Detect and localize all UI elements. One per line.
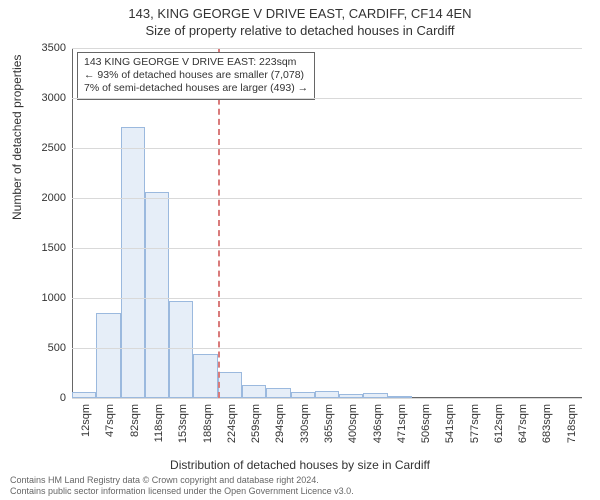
y-axis-label: Number of detached properties [10, 55, 24, 220]
bar-slot: 647sqm [509, 48, 533, 398]
x-tick-label: 577sqm [469, 398, 481, 443]
x-tick-label: 718sqm [566, 398, 578, 443]
chart-title-line1: 143, KING GEORGE V DRIVE EAST, CARDIFF, … [0, 6, 600, 21]
y-tick-label: 3000 [42, 92, 66, 104]
x-tick-label: 47sqm [104, 398, 116, 437]
bar [96, 313, 120, 398]
y-tick-label: 2000 [42, 192, 66, 204]
gridline [72, 398, 582, 399]
gridline [72, 348, 582, 349]
annotation-text-2: ← 93% of detached houses are smaller (7,… [84, 69, 308, 82]
x-axis-label: Distribution of detached houses by size … [0, 458, 600, 472]
bar-slot: 118sqm [145, 48, 169, 398]
bar [145, 192, 169, 398]
bar [193, 354, 217, 398]
bar-slot: 436sqm [363, 48, 387, 398]
y-tick-label: 0 [60, 392, 66, 404]
annotation-box: 143 KING GEORGE V DRIVE EAST: 223sqm ← 9… [77, 52, 315, 100]
annotation-line [218, 48, 220, 398]
y-tick-label: 2500 [42, 142, 66, 154]
gridline [72, 248, 582, 249]
bar [218, 372, 242, 398]
bar [121, 127, 145, 398]
bar-slot: 259sqm [242, 48, 266, 398]
x-tick-label: 330sqm [299, 398, 311, 443]
x-tick-label: 436sqm [372, 398, 384, 443]
chart-container: 143, KING GEORGE V DRIVE EAST, CARDIFF, … [0, 0, 600, 500]
bar [266, 388, 290, 398]
chart-title-line2: Size of property relative to detached ho… [0, 23, 600, 38]
y-tick-label: 3500 [42, 42, 66, 54]
gridline [72, 198, 582, 199]
footer: Contains HM Land Registry data © Crown c… [10, 475, 354, 496]
footer-line-2: Contains public sector information licen… [10, 486, 354, 496]
y-tick-label: 1500 [42, 242, 66, 254]
bar-slot: 612sqm [485, 48, 509, 398]
x-tick-label: 259sqm [250, 398, 262, 443]
x-tick-label: 647sqm [517, 398, 529, 443]
bar-slot: 541sqm [436, 48, 460, 398]
bar-slot: 400sqm [339, 48, 363, 398]
y-tick-label: 1000 [42, 292, 66, 304]
x-tick-label: 612sqm [493, 398, 505, 443]
annotation-text-3: 7% of semi-detached houses are larger (4… [84, 82, 308, 95]
bar-slot: 188sqm [193, 48, 217, 398]
x-tick-label: 118sqm [153, 398, 165, 442]
bar-slot: 294sqm [266, 48, 290, 398]
bar [315, 391, 339, 398]
x-tick-label: 506sqm [420, 398, 432, 443]
gridline [72, 298, 582, 299]
plot-area: 12sqm47sqm82sqm118sqm153sqm188sqm224sqm2… [72, 48, 582, 398]
x-tick-label: 82sqm [129, 398, 141, 437]
bar-slot: 153sqm [169, 48, 193, 398]
x-tick-label: 294sqm [274, 398, 286, 443]
annotation-text-1: 143 KING GEORGE V DRIVE EAST: 223sqm [84, 56, 308, 69]
bar-slot: 365sqm [315, 48, 339, 398]
bar-slot: 506sqm [412, 48, 436, 398]
x-tick-label: 224sqm [226, 398, 238, 443]
bar [242, 385, 266, 398]
x-tick-label: 541sqm [444, 398, 456, 443]
x-tick-label: 188sqm [202, 398, 214, 443]
gridline [72, 148, 582, 149]
bar-slot: 683sqm [533, 48, 557, 398]
gridline [72, 48, 582, 49]
bar-slot: 12sqm [72, 48, 96, 398]
bar-slot: 82sqm [121, 48, 145, 398]
x-tick-label: 365sqm [323, 398, 335, 443]
gridline [72, 98, 582, 99]
bar-slot: 47sqm [96, 48, 120, 398]
x-tick-label: 400sqm [347, 398, 359, 443]
footer-line-1: Contains HM Land Registry data © Crown c… [10, 475, 354, 485]
bar-slot: 330sqm [291, 48, 315, 398]
x-tick-label: 471sqm [396, 398, 408, 443]
bar-slot: 577sqm [461, 48, 485, 398]
bar-slot: 224sqm [218, 48, 242, 398]
y-tick-label: 500 [48, 342, 66, 354]
x-tick-label: 683sqm [541, 398, 553, 443]
bar-slot: 718sqm [558, 48, 582, 398]
bars-group: 12sqm47sqm82sqm118sqm153sqm188sqm224sqm2… [72, 48, 582, 398]
bar [169, 301, 193, 398]
x-tick-label: 153sqm [177, 398, 189, 443]
x-tick-label: 12sqm [80, 398, 92, 437]
bar-slot: 471sqm [388, 48, 412, 398]
